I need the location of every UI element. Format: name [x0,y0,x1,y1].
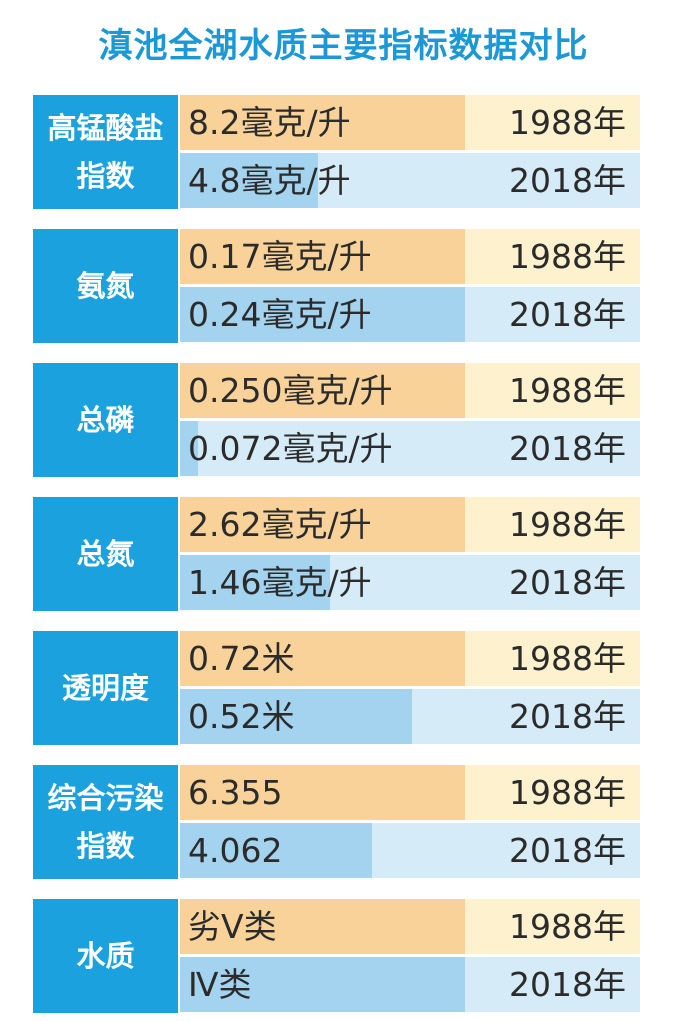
value-text: 4.8毫克/升 [188,161,351,200]
value-text: 0.250毫克/升 [188,371,393,410]
year-text: 1988年 [509,237,626,276]
comparison-row: 1.46毫克/升 2018年 [180,555,640,610]
indicator-group: 氨氮 0.17毫克/升 1988年 0.24毫克/升 2018年 [33,229,640,343]
comparison-row: 0.24毫克/升 2018年 [180,287,640,342]
value-text: 0.72米 [188,639,295,678]
value-text: 0.52米 [188,697,295,736]
comparison-row: 劣Ⅴ类 1988年 [180,899,640,954]
indicator-label: 综合污染指数 [33,765,178,879]
value-text: 0.24毫克/升 [188,295,372,334]
bar [180,631,465,686]
bar [180,765,465,820]
indicator-label: 氨氮 [33,229,178,343]
indicator-group: 高锰酸盐指数 8.2毫克/升 1988年 4.8毫克/升 2018年 [33,95,640,209]
value-text: 8.2毫克/升 [188,103,351,142]
comparison-row: 6.355 1988年 [180,765,640,820]
comparison-row: 4.062 2018年 [180,823,640,878]
comparison-row: Ⅳ类 2018年 [180,957,640,1012]
indicator-group: 综合污染指数 6.355 1988年 4.062 2018年 [33,765,640,879]
year-text: 2018年 [509,295,626,334]
comparison-row: 0.250毫克/升 1988年 [180,363,640,418]
comparison-row: 0.17毫克/升 1988年 [180,229,640,284]
indicator-group: 透明度 0.72米 1988年 0.52米 2018年 [33,631,640,745]
comparison-row: 4.8毫克/升 2018年 [180,153,640,208]
value-text: Ⅳ类 [188,965,252,1004]
indicator-label: 总磷 [33,363,178,477]
bar [180,421,198,476]
bar [180,287,465,342]
bar [180,555,330,610]
indicator-label: 水质 [33,899,178,1013]
year-text: 2018年 [509,563,626,602]
bar [180,823,372,878]
bar [180,497,465,552]
value-text: 劣Ⅴ类 [188,907,277,946]
indicator-label: 透明度 [33,631,178,745]
comparison-row: 0.72米 1988年 [180,631,640,686]
indicator-group: 总氮 2.62毫克/升 1988年 1.46毫克/升 2018年 [33,497,640,611]
year-text: 2018年 [509,697,626,736]
bar [180,957,465,1012]
year-text: 1988年 [509,907,626,946]
year-text: 2018年 [509,831,626,870]
year-text: 1988年 [509,371,626,410]
indicator-group: 水质 劣Ⅴ类 1988年 Ⅳ类 2018年 [33,899,640,1013]
comparison-row: 0.072毫克/升 2018年 [180,421,640,476]
comparison-row: 8.2毫克/升 1988年 [180,95,640,150]
indicator-label: 总氮 [33,497,178,611]
value-text: 4.062 [188,831,283,870]
bar [180,229,465,284]
year-text: 1988年 [509,103,626,142]
bar [180,689,412,744]
value-text: 2.62毫克/升 [188,505,372,544]
value-text: 1.46毫克/升 [188,563,372,602]
year-text: 1988年 [509,773,626,812]
bar [180,153,318,208]
bar [180,899,465,954]
year-text: 1988年 [509,639,626,678]
bar [180,363,465,418]
value-text: 6.355 [188,773,283,812]
comparison-row: 0.52米 2018年 [180,689,640,744]
year-text: 2018年 [509,429,626,468]
bar [180,95,465,150]
title: 滇池全湖水质主要指标数据对比 [98,26,589,66]
indicator-group: 总磷 0.250毫克/升 1988年 0.072毫克/升 2018年 [33,363,640,477]
value-text: 0.072毫克/升 [188,429,393,468]
year-text: 1988年 [509,505,626,544]
year-text: 2018年 [509,161,626,200]
indicator-label: 高锰酸盐指数 [33,95,178,209]
comparison-row: 2.62毫克/升 1988年 [180,497,640,552]
year-text: 2018年 [509,965,626,1004]
value-text: 0.17毫克/升 [188,237,372,276]
